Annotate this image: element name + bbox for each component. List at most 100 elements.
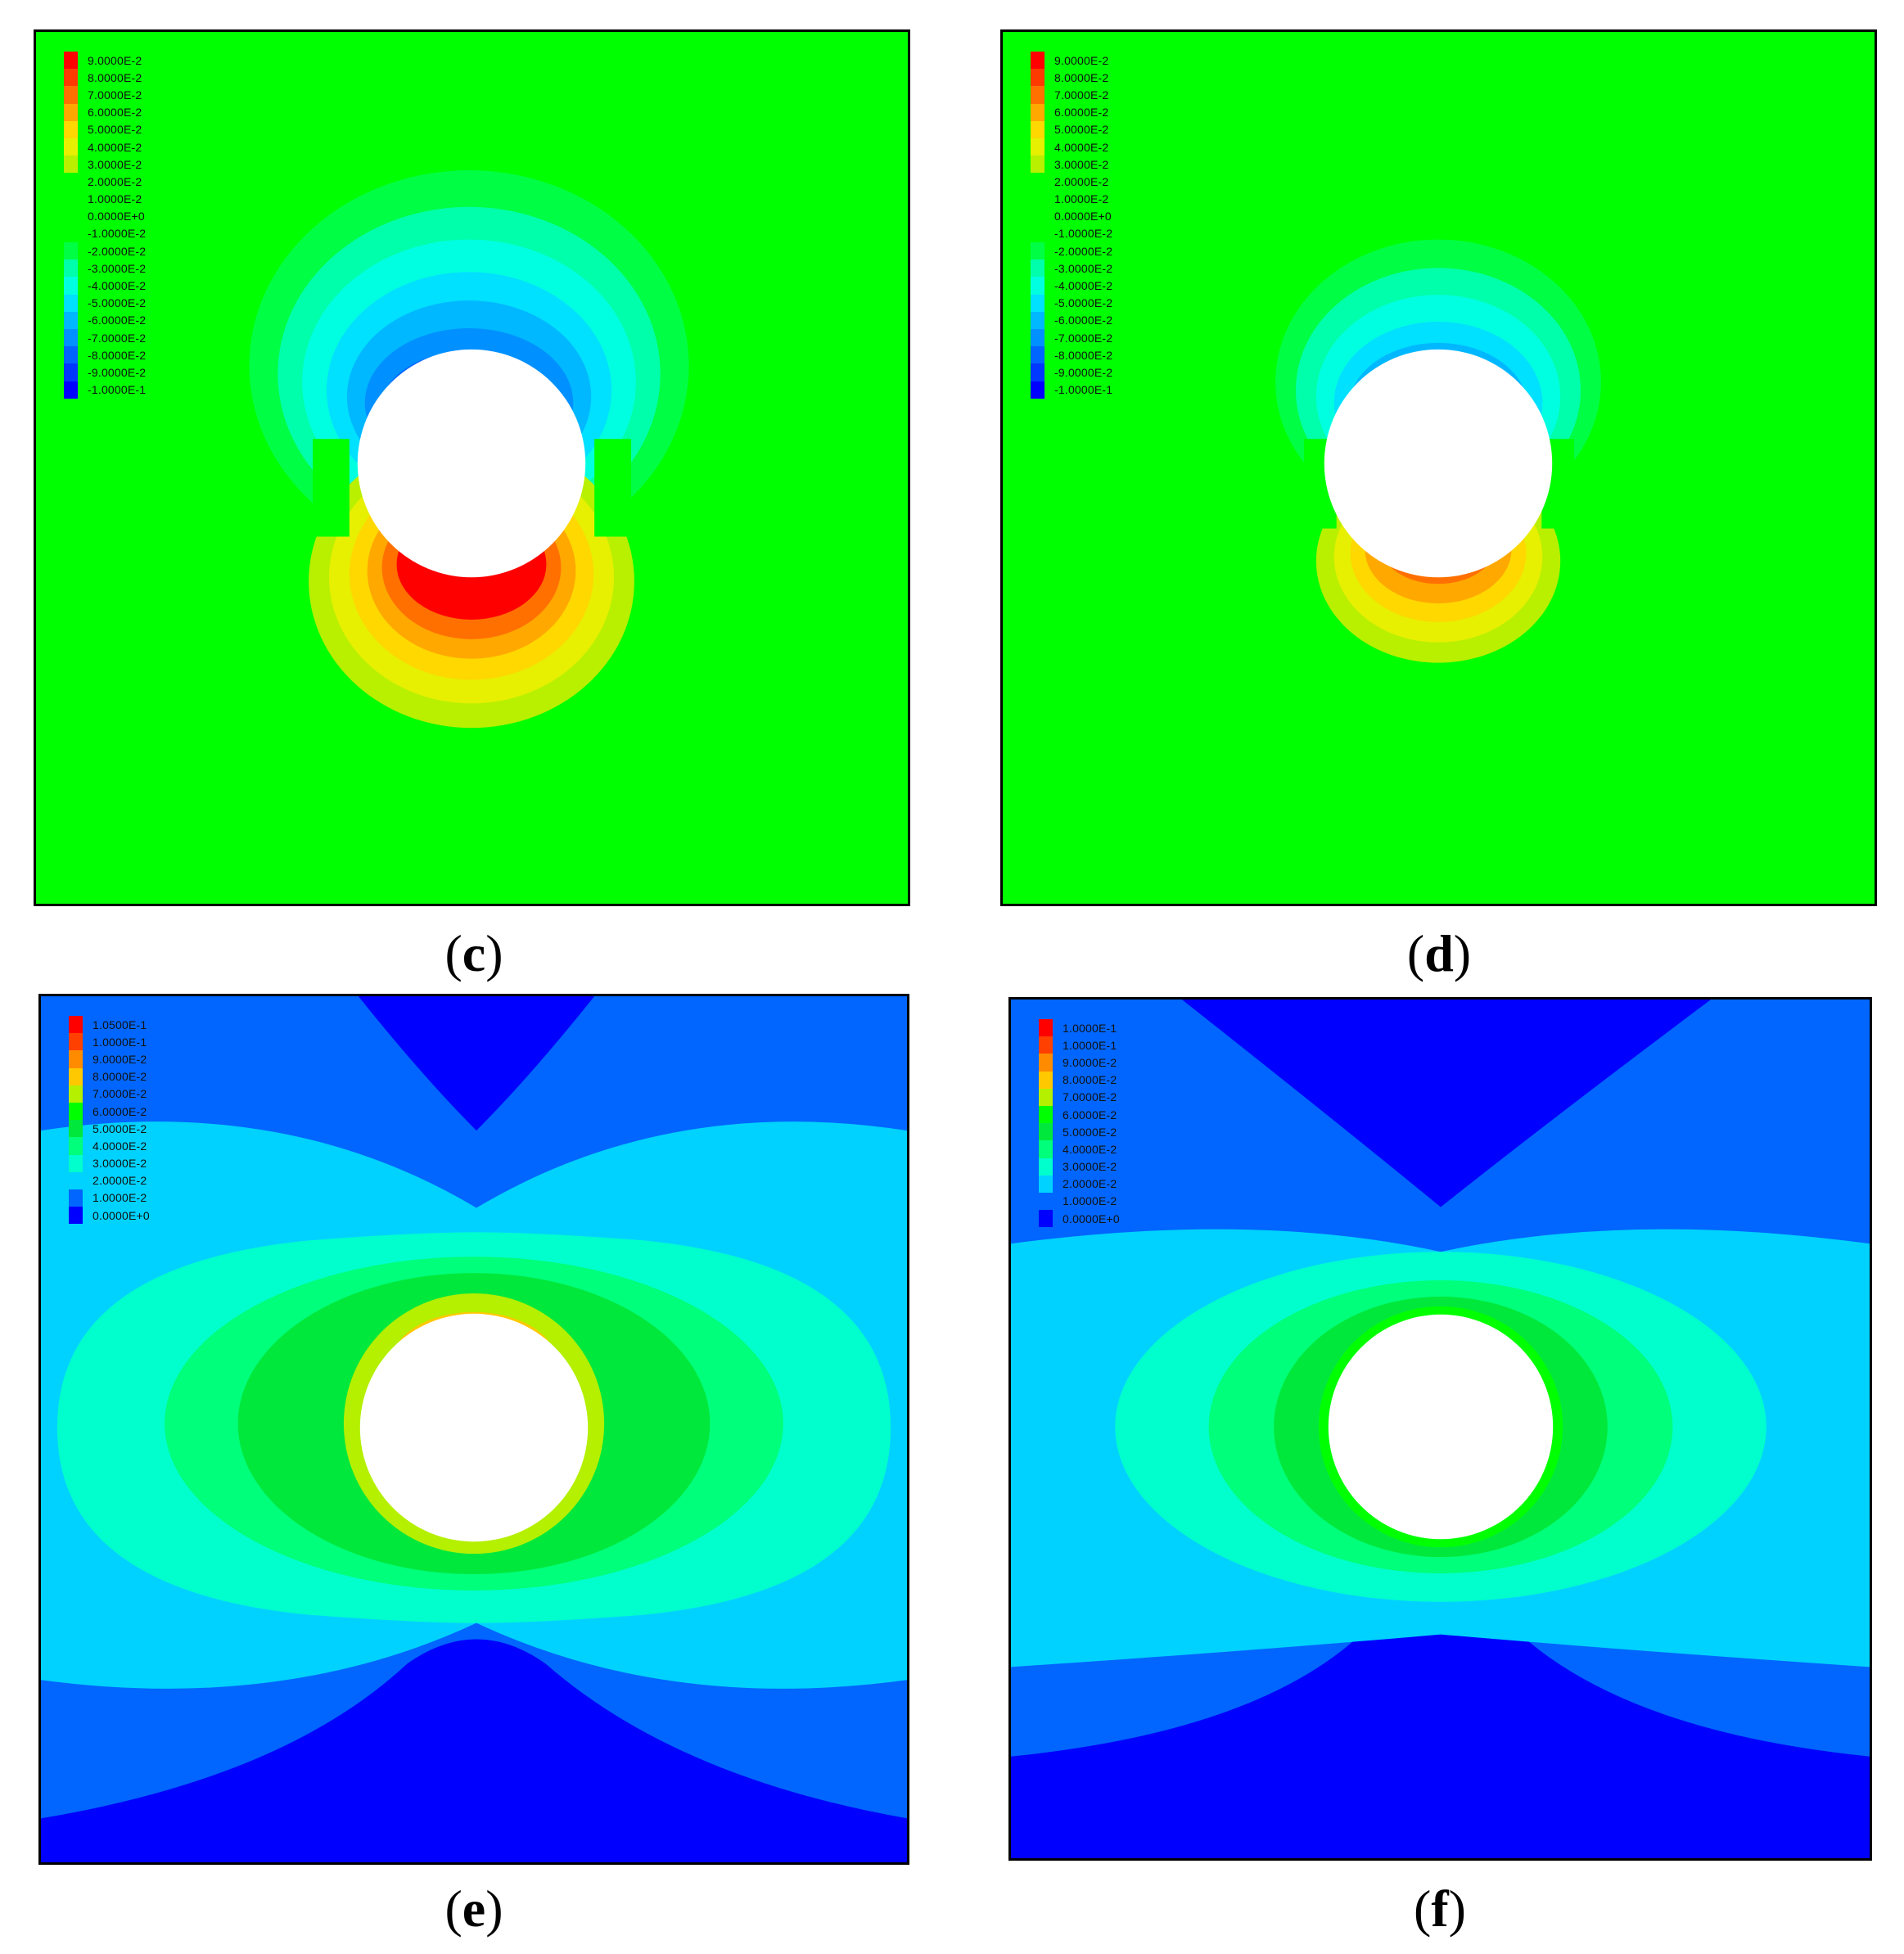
contour-panel-d: 9.0000E-2 8.0000E-2 7.0000E-2 6.0000E-2 5.00… xyxy=(1000,29,1877,906)
legend-entry: 3.0000E-2 xyxy=(1031,156,1112,174)
legend-swatch xyxy=(64,259,78,278)
legend-entry: -1.0000E-2 xyxy=(64,224,147,243)
legend-label: 3.0000E-2 xyxy=(88,157,142,171)
legend-swatch xyxy=(64,381,78,399)
legend-label: 2.0000E-2 xyxy=(1054,174,1109,188)
legend-swatch xyxy=(1031,207,1044,225)
legend-e: 1.0500E-1 1.0000E-1 9.0000E-2 8.0000E-2 7.00… xyxy=(69,1016,150,1225)
legend-entry: -6.0000E-2 xyxy=(1031,311,1113,329)
legend-swatch xyxy=(69,1171,83,1189)
legend-swatch xyxy=(1031,381,1044,399)
legend-swatch xyxy=(1031,277,1044,295)
legend-label: 0.0000E+0 xyxy=(92,1208,150,1222)
legend-swatch xyxy=(64,242,78,260)
legend-entry: 5.0000E-2 xyxy=(69,1120,150,1138)
contour-plot-f xyxy=(1011,1000,1870,1858)
legend-swatch xyxy=(1031,120,1044,138)
legend-entry: 2.0000E-2 xyxy=(1031,173,1112,191)
legend-entry: 3.0000E-2 xyxy=(69,1154,150,1172)
legend-swatch xyxy=(64,277,78,295)
legend-swatch xyxy=(64,156,78,174)
legend-label: -3.0000E-2 xyxy=(88,261,147,275)
legend-label: 1.0000E-2 xyxy=(92,1191,147,1205)
legend-swatch xyxy=(1031,329,1044,347)
legend-label: 6.0000E-2 xyxy=(92,1104,147,1118)
legend-label: -5.0000E-2 xyxy=(1054,296,1113,310)
legend-swatch xyxy=(64,173,78,191)
legend-swatch xyxy=(64,103,78,121)
legend-swatch xyxy=(64,294,78,312)
legend-entry: 1.0000E-1 xyxy=(1039,1036,1120,1054)
legend-swatch xyxy=(69,1189,83,1207)
legend-entry: -7.0000E-2 xyxy=(1031,329,1113,347)
legend-swatch xyxy=(1031,242,1044,260)
legend-label: 5.0000E-2 xyxy=(92,1121,147,1135)
legend-swatch xyxy=(69,1016,83,1034)
legend-entry: 9.0000E-2 xyxy=(1039,1054,1120,1072)
legend-label: -4.0000E-2 xyxy=(1054,279,1113,293)
legend-label: -6.0000E-2 xyxy=(88,314,147,327)
legend-entry: -7.0000E-2 xyxy=(64,329,146,347)
legend-entry: -5.0000E-2 xyxy=(64,294,146,312)
legend-label: 1.0000E-1 xyxy=(92,1035,147,1049)
legend-entry: -2.0000E-2 xyxy=(64,242,147,260)
legend-entry: 7.0000E-2 xyxy=(64,86,146,104)
legend-entry: -9.0000E-2 xyxy=(1031,363,1112,381)
legend-swatch xyxy=(69,1207,83,1225)
legend-label: 2.0000E-2 xyxy=(1063,1177,1117,1191)
legend-label: 8.0000E-2 xyxy=(1063,1073,1117,1087)
legend-entry: -5.0000E-2 xyxy=(1031,294,1113,312)
legend-label: 1.0000E-1 xyxy=(1063,1021,1117,1035)
legend-entry: 6.0000E-2 xyxy=(1039,1105,1120,1124)
caption-c: (c) xyxy=(444,924,503,982)
legend-swatch xyxy=(1039,1071,1053,1089)
legend-entry: 9.0000E-2 xyxy=(1031,52,1112,70)
legend-label: 1.0500E-1 xyxy=(92,1018,147,1031)
legend-entry: 6.0000E-2 xyxy=(1031,103,1112,121)
legend-f: 1.0000E-1 1.0000E-1 9.0000E-2 8.0000E-2 7.00… xyxy=(1039,1019,1120,1228)
legend-entry: 8.0000E-2 xyxy=(64,69,146,87)
legend-entry: -8.0000E-2 xyxy=(1031,346,1113,364)
legend-label: 1.0000E-2 xyxy=(88,192,142,206)
legend-label: 7.0000E-2 xyxy=(1063,1090,1117,1104)
legend-entry: -9.0000E-2 xyxy=(64,363,146,381)
legend-label: 7.0000E-2 xyxy=(88,88,142,102)
legend-swatch xyxy=(1039,1140,1053,1158)
legend-label: 5.0000E-2 xyxy=(1054,123,1109,137)
legend-entry: 2.0000E-2 xyxy=(69,1171,150,1189)
legend-label: -2.0000E-2 xyxy=(1054,244,1113,258)
legend-entry: 4.0000E-2 xyxy=(64,138,146,156)
caption-d: (d) xyxy=(1406,924,1472,982)
legend-d: 9.0000E-2 8.0000E-2 7.0000E-2 6.0000E-2 5.00… xyxy=(1031,52,1112,399)
legend-entry: 4.0000E-2 xyxy=(1039,1140,1120,1158)
legend-label: -7.0000E-2 xyxy=(1054,331,1113,345)
legend-swatch xyxy=(64,363,78,381)
legend-swatch xyxy=(1031,173,1044,191)
legend-label: 1.0000E-1 xyxy=(1063,1038,1117,1052)
legend-entry: -3.0000E-2 xyxy=(64,259,147,278)
legend-entry: 0.0000E+0 xyxy=(69,1207,150,1225)
legend-swatch xyxy=(64,224,78,243)
legend-label: -6.0000E-2 xyxy=(1054,314,1113,327)
legend-label: 3.0000E-2 xyxy=(92,1157,147,1171)
legend-swatch xyxy=(69,1137,83,1155)
legend-label: 6.0000E-2 xyxy=(1054,106,1109,120)
legend-label: 7.0000E-2 xyxy=(92,1087,147,1101)
legend-label: 6.0000E-2 xyxy=(88,106,142,120)
legend-label: -2.0000E-2 xyxy=(88,244,147,258)
legend-entry: 3.0000E-2 xyxy=(1039,1158,1120,1176)
legend-swatch xyxy=(1039,1088,1053,1106)
legend-label: -1.0000E-1 xyxy=(88,383,147,397)
legend-label: 1.0000E-2 xyxy=(1063,1194,1117,1208)
legend-entry: 4.0000E-2 xyxy=(1031,138,1112,156)
legend-label: -1.0000E-2 xyxy=(88,227,147,241)
legend-entry: 7.0000E-2 xyxy=(69,1085,150,1103)
legend-label: -8.0000E-2 xyxy=(1054,348,1113,362)
legend-swatch xyxy=(1039,1192,1053,1211)
legend-entry: -1.0000E-1 xyxy=(64,381,146,399)
legend-entry: 2.0000E-2 xyxy=(64,173,146,191)
legend-label: 4.0000E-2 xyxy=(1054,140,1109,154)
legend-entry: 2.0000E-2 xyxy=(1039,1175,1120,1193)
caption-e: (e) xyxy=(444,1880,503,1938)
legend-entry: 8.0000E-2 xyxy=(69,1067,150,1085)
